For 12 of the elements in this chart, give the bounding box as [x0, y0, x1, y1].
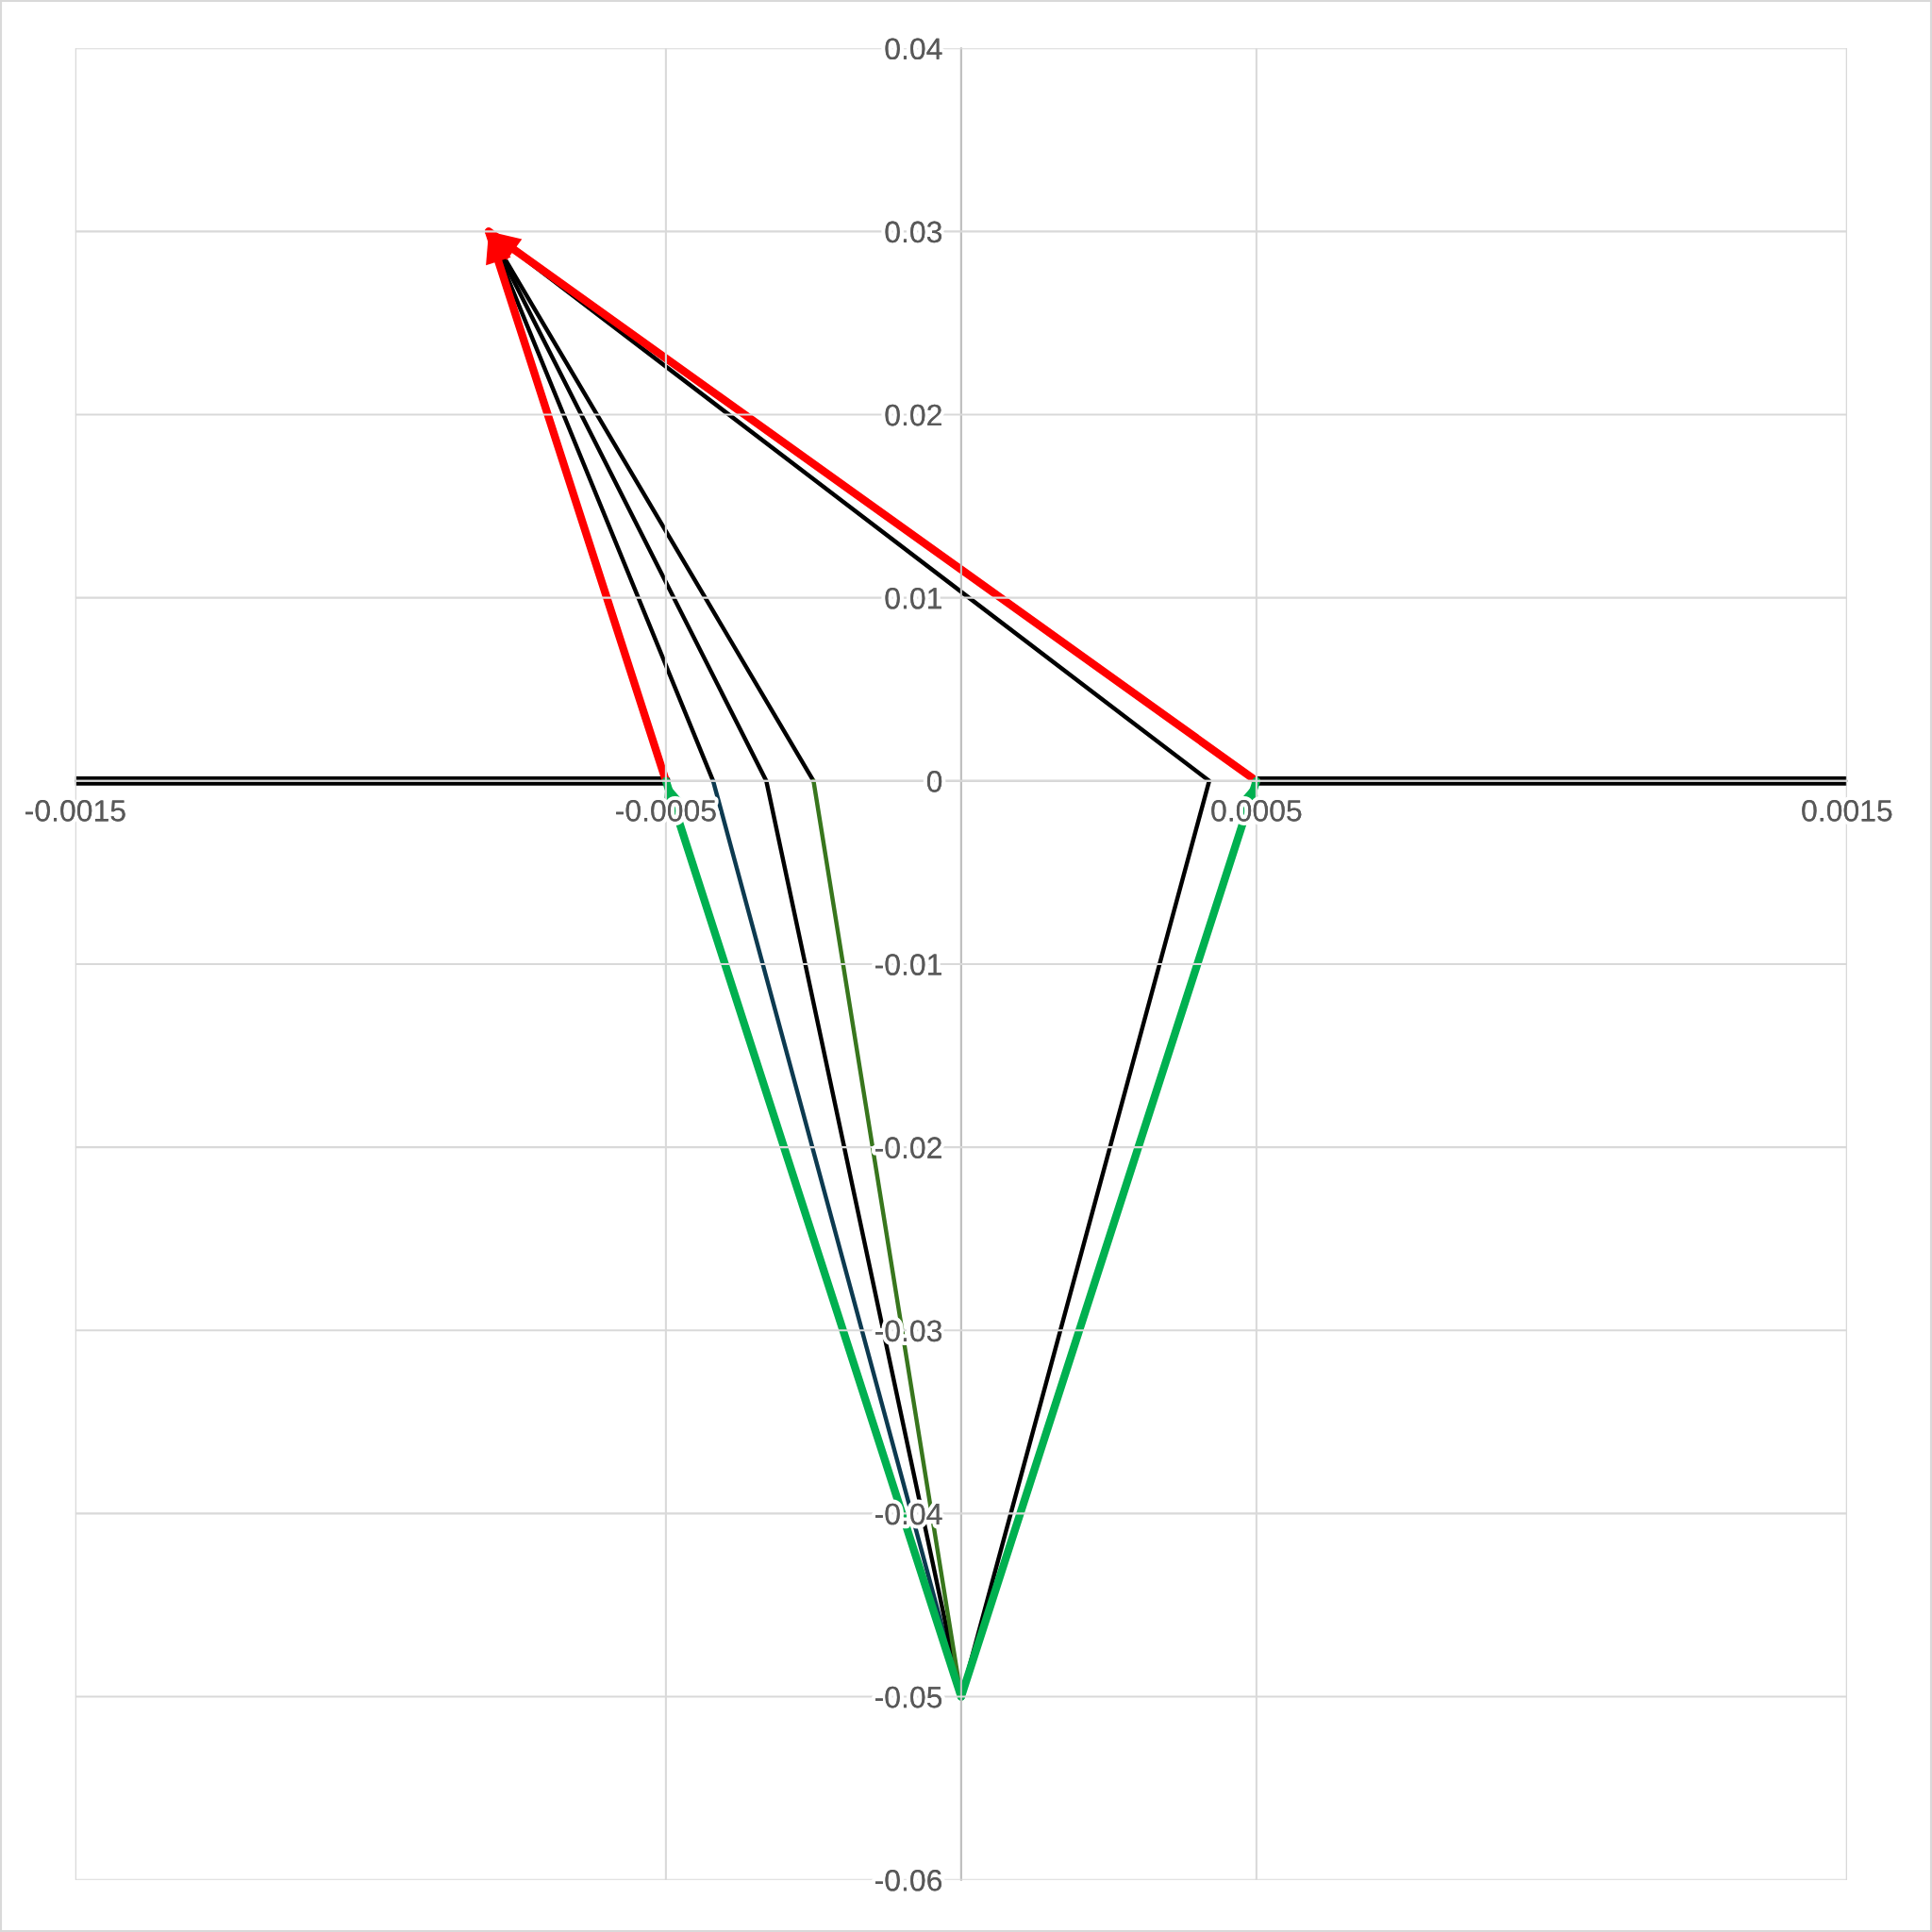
- y-tick-label: -0.05: [875, 1686, 942, 1708]
- y-tick-label: -0.06: [875, 1869, 942, 1891]
- y-tick-label: -0.01: [875, 954, 941, 975]
- y-tick-label: 0.02: [885, 404, 941, 426]
- y-tick-label: -0.04: [875, 1503, 942, 1525]
- y-tick-label: 0.04: [885, 38, 942, 60]
- y-tick-label: 0: [926, 771, 942, 792]
- y-tick-label: -0.02: [875, 1137, 941, 1158]
- y-tick-label: 0.01: [885, 587, 941, 609]
- x-tick-label: 0.0015: [1802, 800, 1892, 822]
- x-tick-label: -0.0015: [25, 800, 125, 822]
- y-tick-label: 0.03: [885, 221, 942, 243]
